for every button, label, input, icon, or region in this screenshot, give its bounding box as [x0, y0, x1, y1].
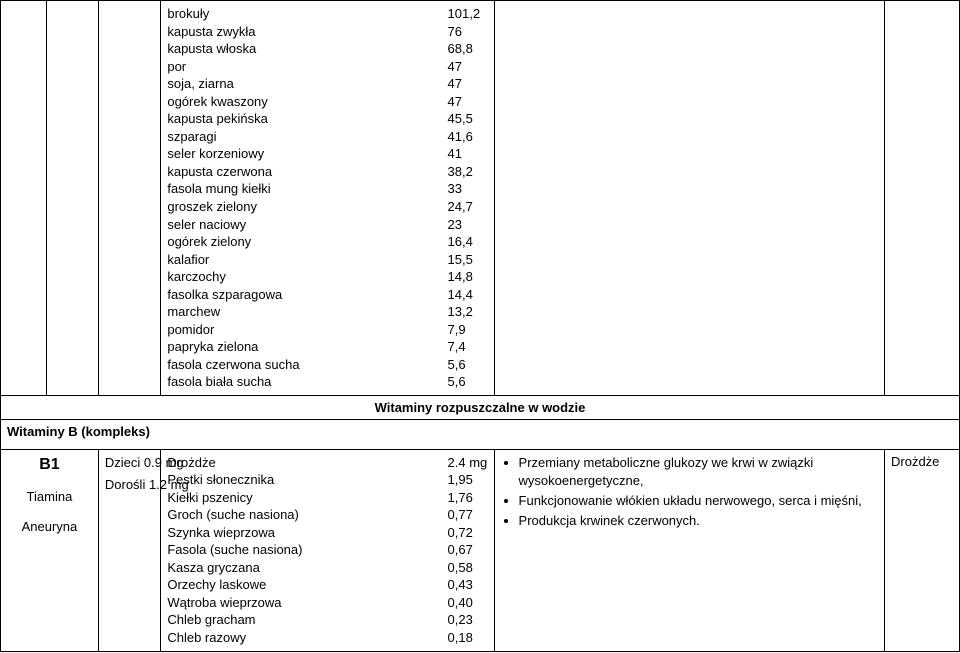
food-list: brokułykapusta zwykłakapusta włoskaporso…	[167, 5, 487, 391]
food-value: 41,6	[448, 128, 488, 146]
food-name: ogórek kwaszony	[167, 93, 437, 111]
food-value: 47	[448, 75, 488, 93]
food-value: 0,72	[448, 524, 488, 542]
food-name: soja, ziarna	[167, 75, 437, 93]
food-value: 2.4 mg	[448, 454, 488, 472]
food-value: 7,4	[448, 338, 488, 356]
food-name: seler korzeniowy	[167, 145, 437, 163]
food-value: 1,76	[448, 489, 488, 507]
food-name: groszek zielony	[167, 198, 437, 216]
food-value: 0,23	[448, 611, 488, 629]
section-header-row: Witaminy rozpuszczalne w wodzie	[1, 396, 960, 420]
food-name: Kiełki pszenicy	[167, 489, 437, 507]
food-value: 0,67	[448, 541, 488, 559]
b1-dose-cell: Dzieci 0.9 mg Dorośli 1.2 mg	[98, 449, 160, 651]
b1-functions-cell: Przemiany metaboliczne glukozy we krwi w…	[494, 449, 884, 651]
food-name: ogórek zielony	[167, 233, 437, 251]
food-name: fasola biała sucha	[167, 373, 437, 391]
food-value: 16,4	[448, 233, 488, 251]
food-value: 1,95	[448, 471, 488, 489]
food-name: Wątroba wieprzowa	[167, 594, 437, 612]
b1-code: B1	[7, 454, 92, 476]
food-name: Pestki słonecznika	[167, 471, 437, 489]
food-name: Orzechy laskowe	[167, 576, 437, 594]
b1-dose-child: Dzieci 0.9 mg	[105, 454, 154, 472]
food-name: seler naciowy	[167, 216, 437, 234]
vitamins-table: brokułykapusta zwykłakapusta włoskaporso…	[0, 0, 960, 652]
empty-cell	[46, 1, 98, 396]
food-value: 38,2	[448, 163, 488, 181]
food-value: 0,43	[448, 576, 488, 594]
food-name: kapusta czerwona	[167, 163, 437, 181]
food-name: kapusta włoska	[167, 40, 437, 58]
food-name: szparagi	[167, 128, 437, 146]
food-value: 14,4	[448, 286, 488, 304]
food-name: papryka zielona	[167, 338, 437, 356]
food-value: 0,58	[448, 559, 488, 577]
b1-foods-cell: DrożdżePestki słonecznikaKiełki pszenicy…	[161, 449, 494, 651]
function-item: Produkcja krwinek czerwonych.	[519, 512, 878, 530]
food-value: 5,6	[448, 356, 488, 374]
food-value: 23	[448, 216, 488, 234]
food-name: Fasola (suche nasiona)	[167, 541, 437, 559]
food-name: Szynka wieprzowa	[167, 524, 437, 542]
food-name: Kasza gryczana	[167, 559, 437, 577]
food-value: 0,40	[448, 594, 488, 612]
b1-name-2: Aneuryna	[7, 518, 92, 536]
function-item: Przemiany metaboliczne glukozy we krwi w…	[519, 454, 878, 490]
food-name: Groch (suche nasiona)	[167, 506, 437, 524]
food-value: 13,2	[448, 303, 488, 321]
b1-right-cell: Drożdże	[885, 449, 960, 651]
food-value: 76	[448, 23, 488, 41]
food-name: fasolka szparagowa	[167, 286, 437, 304]
food-name: Drożdże	[167, 454, 437, 472]
food-name: kapusta zwykła	[167, 23, 437, 41]
food-value: 45,5	[448, 110, 488, 128]
food-value: 41	[448, 145, 488, 163]
food-name: Chleb razowy	[167, 629, 437, 647]
food-name: karczochy	[167, 268, 437, 286]
food-name: kalafior	[167, 251, 437, 269]
food-value: 68,8	[448, 40, 488, 58]
food-value: 0,77	[448, 506, 488, 524]
empty-cell	[494, 1, 884, 396]
empty-cell	[885, 1, 960, 396]
empty-cell	[1, 1, 47, 396]
food-name: Chleb gracham	[167, 611, 437, 629]
b1-name-1: Tiamina	[7, 488, 92, 506]
food-list-cell: brokułykapusta zwykłakapusta włoskaporso…	[161, 1, 494, 396]
food-name: fasola mung kiełki	[167, 180, 437, 198]
b1-functions-list: Przemiany metaboliczne glukozy we krwi w…	[501, 454, 878, 531]
sub-header-cell: Witaminy B (kompleks)	[1, 420, 960, 444]
section-header-cell: Witaminy rozpuszczalne w wodzie	[1, 396, 960, 420]
food-value: 47	[448, 58, 488, 76]
food-value: 14,8	[448, 268, 488, 286]
b1-food-list: DrożdżePestki słonecznikaKiełki pszenicy…	[167, 454, 487, 647]
b1-dose-adult: Dorośli 1.2 mg	[105, 476, 154, 494]
food-value: 101,2	[448, 5, 488, 23]
food-value: 7,9	[448, 321, 488, 339]
food-value: 15,5	[448, 251, 488, 269]
food-name: kapusta pekińska	[167, 110, 437, 128]
b1-row: B1 Tiamina Aneuryna Dzieci 0.9 mg Dorośl…	[1, 449, 960, 651]
food-value: 47	[448, 93, 488, 111]
food-value: 24,7	[448, 198, 488, 216]
sub-header-row: Witaminy B (kompleks)	[1, 420, 960, 444]
top-food-row: brokułykapusta zwykłakapusta włoskaporso…	[1, 1, 960, 396]
food-value: 5,6	[448, 373, 488, 391]
food-name: por	[167, 58, 437, 76]
food-value: 0,18	[448, 629, 488, 647]
food-name: marchew	[167, 303, 437, 321]
b1-name-cell: B1 Tiamina Aneuryna	[1, 449, 99, 651]
food-value: 33	[448, 180, 488, 198]
food-name: pomidor	[167, 321, 437, 339]
empty-cell	[98, 1, 160, 396]
food-name: fasola czerwona sucha	[167, 356, 437, 374]
function-item: Funkcjonowanie włókien układu nerwowego,…	[519, 492, 878, 510]
food-name: brokuły	[167, 5, 437, 23]
